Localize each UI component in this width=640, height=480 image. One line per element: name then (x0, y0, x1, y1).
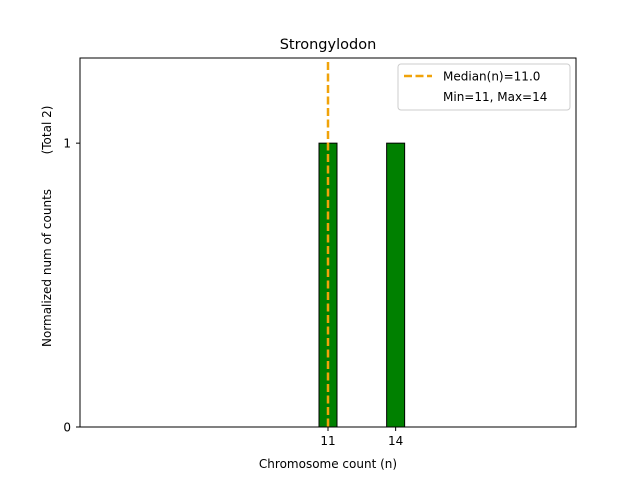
legend-box (397, 63, 571, 111)
bar-14 (386, 142, 406, 428)
x-tick-label: 14 (388, 434, 403, 448)
y-axis-total-label: (Total 2) (40, 106, 54, 155)
y-tick-label: 1 (63, 137, 71, 151)
y-ticks: 01 (63, 137, 80, 435)
legend: Median(n)=11.0 Min=11, Max=14 (397, 63, 571, 111)
y-tick-label: 0 (63, 421, 71, 435)
bars-layer (318, 142, 406, 428)
x-ticks: 11 14 (320, 427, 403, 448)
legend-range-label: Min=11, Max=14 (443, 90, 547, 104)
chart-title: Strongylodon (280, 37, 377, 53)
x-tick-label: 11 (320, 434, 335, 448)
y-axis-label: Normalized num of counts (40, 189, 54, 347)
x-axis-label: Chromosome count (n) (259, 457, 397, 471)
legend-median-label: Median(n)=11.0 (443, 70, 540, 84)
